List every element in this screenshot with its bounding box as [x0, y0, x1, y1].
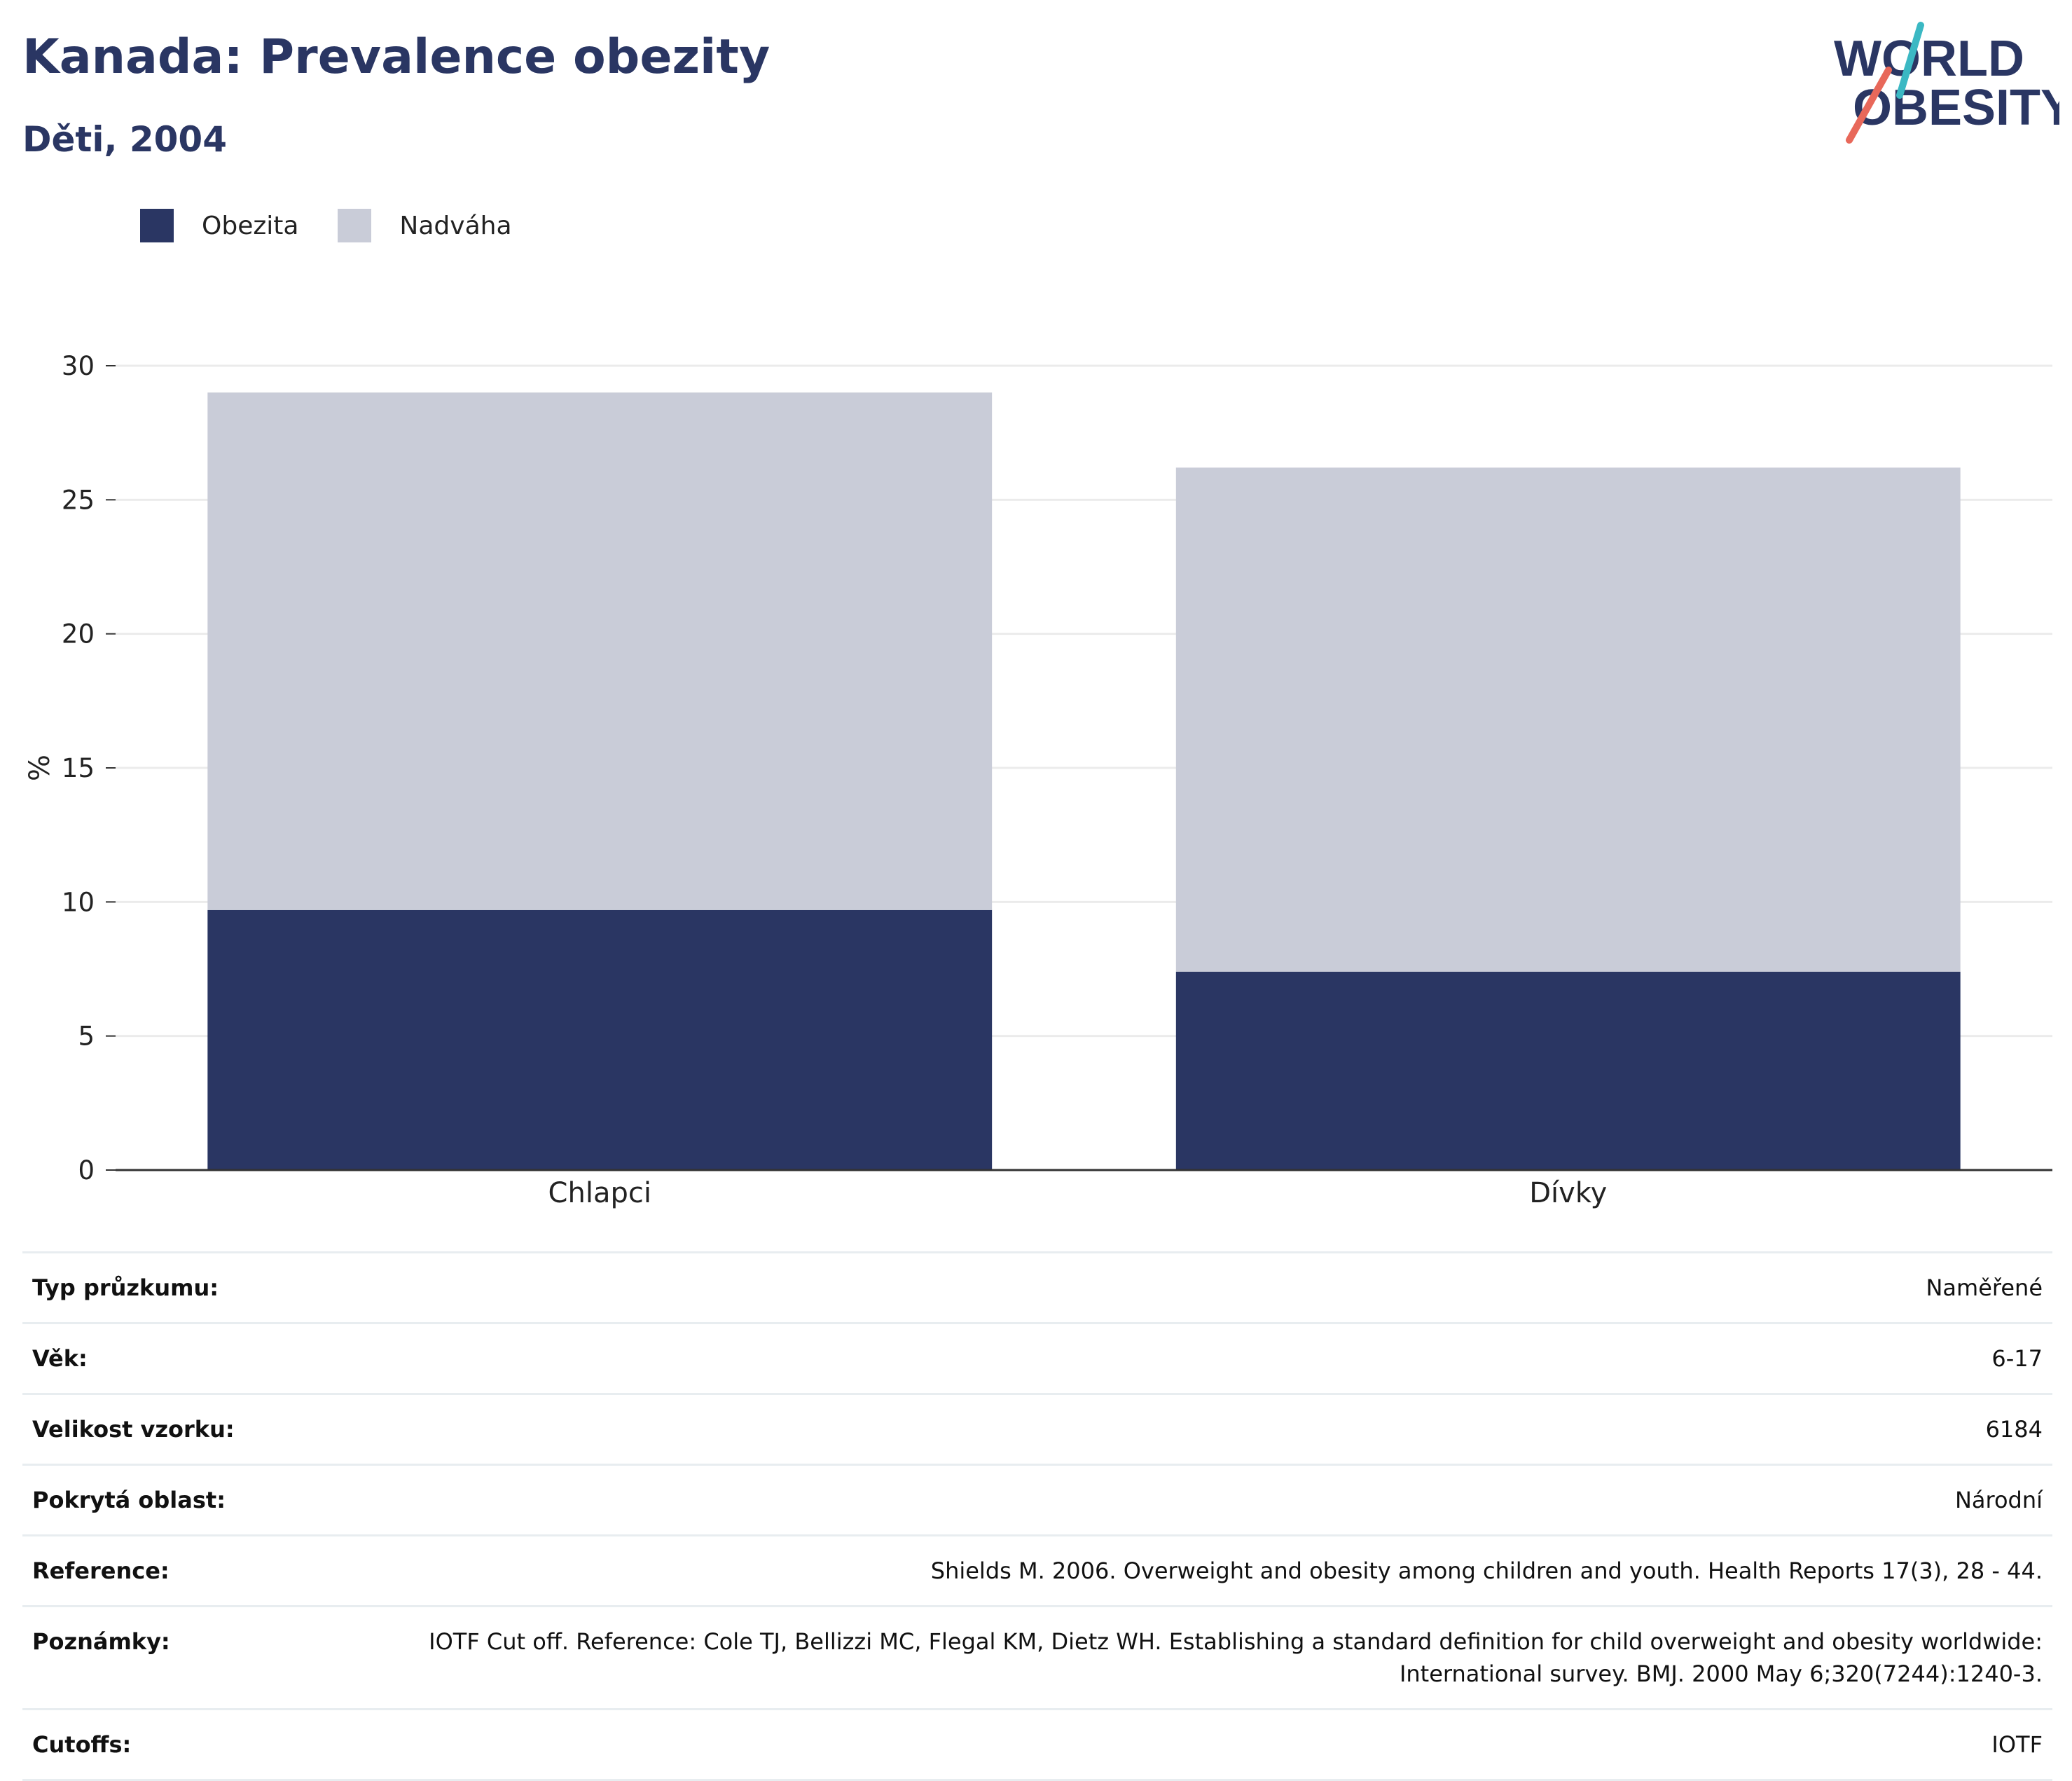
info-row-area-covered: Pokrytá oblast: Národní [22, 1464, 2052, 1536]
info-value: IOTF Cut off. Reference: Cole TJ, Belliz… [336, 1606, 2052, 1710]
y-tick-label: 0 [78, 1155, 95, 1185]
legend-item-nadvaha[interactable]: Nadváha [338, 209, 512, 242]
y-tick-label: 20 [62, 619, 95, 649]
info-value: Národní [336, 1464, 2052, 1536]
info-value: Naměřené [336, 1251, 2052, 1324]
logo-line2: OBESITY [1853, 80, 2059, 136]
bar-chart: 0 5 10 15 20 25 30% Chlapci Dívky [24, 351, 2052, 1209]
info-key: Cutoffs: [22, 1709, 336, 1781]
info-table: Typ průzkumu: Naměřené Věk: 6-17 Velikos… [22, 1251, 2052, 1781]
info-value: 6184 [336, 1394, 2052, 1466]
logo-line1: WORLD [1834, 31, 2024, 87]
y-tick-label: 30 [62, 351, 95, 381]
info-value: 6-17 [336, 1323, 2052, 1395]
x-tick-label: Chlapci [548, 1177, 651, 1209]
info-row-cutoffs: Cutoffs: IOTF [22, 1709, 2052, 1781]
bar-nadvaha-chlapci [207, 392, 993, 910]
legend-label-nadvaha: Nadváha [399, 211, 512, 240]
bar-obezita-divky [1175, 971, 1961, 1170]
logo-accent-teal [1896, 22, 1924, 99]
y-tick-label: 5 [78, 1022, 95, 1052]
legend-item-obezita[interactable]: Obezita [140, 209, 298, 242]
info-key: Velikost vzorku: [22, 1394, 336, 1466]
info-value: Shields M. 2006. Overweight and obesity … [336, 1535, 2052, 1607]
legend-swatch-obezita [140, 209, 174, 242]
y-tick-label: 15 [62, 753, 95, 783]
legend-label-obezita: Obezita [202, 211, 299, 240]
info-key: Reference: [22, 1535, 336, 1607]
y-axis-label: % [24, 755, 56, 781]
info-key: Pokrytá oblast: [22, 1464, 336, 1536]
info-key: Poznámky: [22, 1606, 336, 1710]
info-key: Věk: [22, 1323, 336, 1395]
chart-title: Kanada: Prevalence obezity [22, 29, 771, 85]
info-value: IOTF [336, 1709, 2052, 1781]
chart-subtitle: Děti, 2004 [22, 119, 228, 160]
info-row-sample-size: Velikost vzorku: 6184 [22, 1394, 2052, 1466]
world-obesity-logo: WORLD OBESITY [1834, 22, 2059, 144]
x-tick-label: Dívky [1529, 1177, 1607, 1209]
info-row-notes: Poznámky: IOTF Cut off. Reference: Cole … [22, 1606, 2052, 1710]
legend: Obezita Nadváha [140, 209, 551, 242]
y-tick-label: 25 [62, 485, 95, 515]
bar-nadvaha-divky [1175, 467, 1961, 972]
y-tick-label: 10 [62, 887, 95, 917]
info-row-age: Věk: 6-17 [22, 1323, 2052, 1395]
bar-obezita-chlapci [207, 909, 993, 1170]
info-row-reference: Reference: Shields M. 2006. Overweight a… [22, 1535, 2052, 1607]
logo-accent-red [1846, 67, 1892, 144]
info-key: Typ průzkumu: [22, 1251, 336, 1324]
legend-swatch-nadvaha [338, 209, 372, 242]
info-row-survey-type: Typ průzkumu: Naměřené [22, 1251, 2052, 1324]
